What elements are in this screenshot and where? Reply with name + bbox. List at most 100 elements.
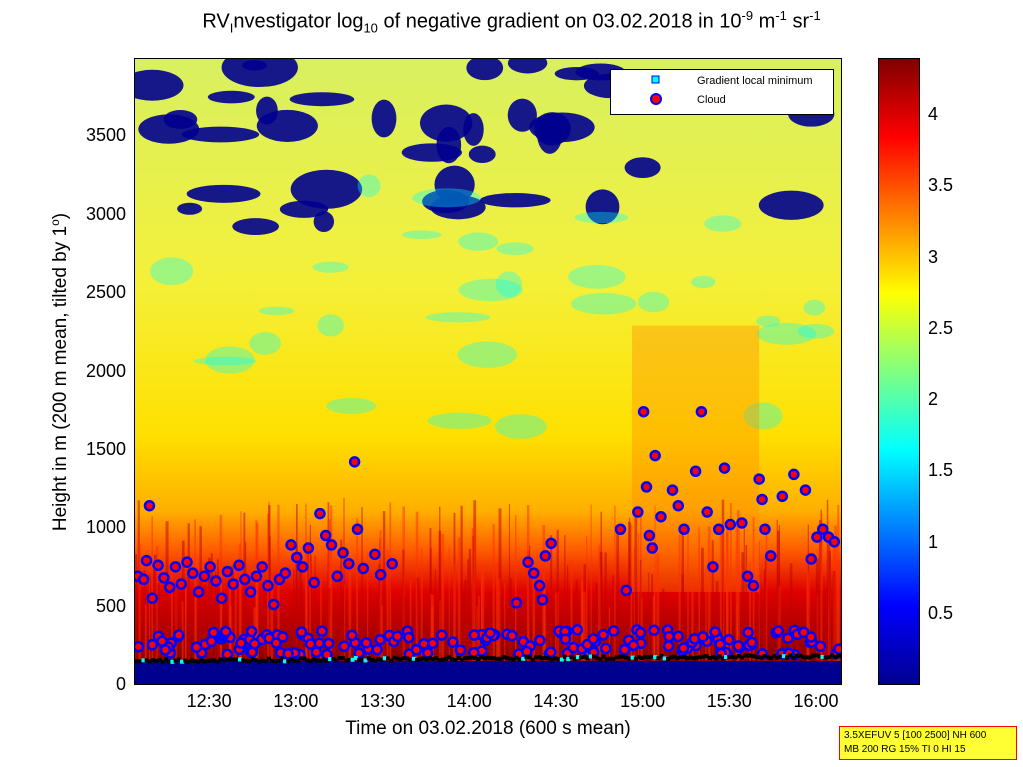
cloud-marker <box>759 523 771 535</box>
cloud-marker <box>181 556 193 568</box>
gradient-streak <box>707 526 711 668</box>
gradient-minimum-marker <box>553 656 558 661</box>
gradient-minimum-marker <box>302 656 307 661</box>
gradient-streak <box>462 590 465 668</box>
gradient-minimum-marker <box>160 660 165 665</box>
gradient-streak <box>698 526 700 668</box>
cloud-marker <box>239 573 251 586</box>
cloud-marker <box>632 506 644 518</box>
gradient-minimum-marker <box>379 657 384 662</box>
cyan-region <box>574 211 629 224</box>
gradient-streak <box>564 535 566 668</box>
gradient-minimum-marker <box>643 654 648 659</box>
gradient-minimum-marker <box>205 659 210 664</box>
gradient-streak <box>687 531 689 668</box>
gradient-streak <box>691 577 694 668</box>
gradient-minimum-marker <box>521 656 526 661</box>
info-line-2: MB 200 RG 15% TI 0 HI 15 <box>844 744 966 755</box>
gradient-minimum-marker <box>669 655 674 660</box>
gradient-streak <box>789 563 793 668</box>
gradient-streak <box>429 527 432 668</box>
gradient-minimum-marker <box>820 654 825 659</box>
gradient-minimum-marker <box>360 657 365 662</box>
cloud-marker <box>587 633 600 645</box>
gradient-minimum-marker <box>434 656 439 661</box>
gradient-streak <box>409 580 412 668</box>
x-axis-label: Time on 03.02.2018 (600 s mean) <box>345 718 631 739</box>
gradient-minimum-marker <box>292 658 297 663</box>
cloud-marker <box>782 632 794 645</box>
cloud-marker <box>276 631 289 643</box>
gradient-minimum-marker <box>746 653 751 658</box>
gradient-streak <box>566 565 569 668</box>
gradient-minimum-marker <box>469 655 474 660</box>
gradient-minimum-marker <box>144 658 149 663</box>
gradient-minimum-marker <box>830 653 835 658</box>
cloud-marker <box>244 586 257 598</box>
gradient-streak <box>526 505 530 668</box>
gradient-minimum-marker <box>723 655 728 660</box>
gradient-minimum-marker <box>649 654 654 659</box>
cloud-marker <box>158 572 170 584</box>
gradient-streak <box>144 604 147 668</box>
cyan-region <box>458 232 499 251</box>
cloud-marker <box>753 473 765 485</box>
cyan-region <box>425 312 491 323</box>
gradient-minimum-marker <box>559 657 564 662</box>
gradient-minimum-marker <box>624 655 629 660</box>
heatmap-svg <box>135 59 841 684</box>
gradient-minimum-marker <box>460 657 465 662</box>
gradient-streak <box>705 567 707 668</box>
gradient-minimum-marker <box>781 654 786 659</box>
cloud-marker <box>646 542 659 554</box>
gradient-minimum-marker <box>775 655 780 660</box>
cloud-marker <box>291 551 303 564</box>
cloud-marker <box>741 570 754 583</box>
gradient-minimum-marker <box>241 658 246 663</box>
cloud-marker <box>314 507 326 520</box>
gradient-minimum-marker <box>804 655 809 660</box>
gradient-streak <box>361 507 363 668</box>
gradient-minimum-marker <box>517 657 522 662</box>
cloud-marker <box>663 630 675 643</box>
gradient-streak <box>143 570 146 668</box>
gradient-minimum-marker <box>447 655 452 660</box>
cyan-region <box>317 314 344 337</box>
cloud-marker <box>607 625 620 637</box>
gradient-minimum-marker <box>823 655 828 660</box>
cloud-marker <box>337 547 349 559</box>
gradient-minimum-marker <box>608 656 613 661</box>
gradient-minimum-marker <box>572 656 577 661</box>
y-tick-label: 3000 <box>85 203 126 224</box>
gradient-minimum-marker <box>598 657 603 662</box>
gradient-minimum-marker <box>418 656 423 661</box>
gradient-minimum-marker <box>714 656 719 661</box>
gradient-streak <box>431 606 434 668</box>
gradient-streak <box>715 580 719 668</box>
gradient-minimum-marker <box>308 659 313 664</box>
gradient-streak <box>497 578 501 668</box>
gradient-streak <box>295 503 298 668</box>
cloud-marker <box>338 640 351 652</box>
cyan-region <box>691 275 716 289</box>
low-gradient-region <box>232 218 280 236</box>
gradient-streak <box>630 523 633 668</box>
cyan-region <box>258 306 295 316</box>
cloud-marker <box>600 642 612 655</box>
gradient-streak <box>823 598 827 668</box>
gradient-minimum-marker <box>617 654 622 659</box>
cyan-region <box>427 412 492 429</box>
gradient-minimum-marker <box>266 656 271 661</box>
gradient-minimum-marker <box>569 655 574 660</box>
cyan-region <box>312 261 349 273</box>
cloud-marker <box>714 638 726 651</box>
gradient-minimum-marker <box>768 656 773 661</box>
cloud-marker <box>545 537 557 550</box>
low-gradient-region <box>585 189 620 225</box>
gradient-streak <box>140 586 142 668</box>
cloud-marker <box>403 631 415 644</box>
gradient-streak <box>598 544 602 668</box>
cloud-marker <box>817 523 829 535</box>
low-gradient-region <box>221 59 298 88</box>
gradient-streak <box>575 579 578 668</box>
